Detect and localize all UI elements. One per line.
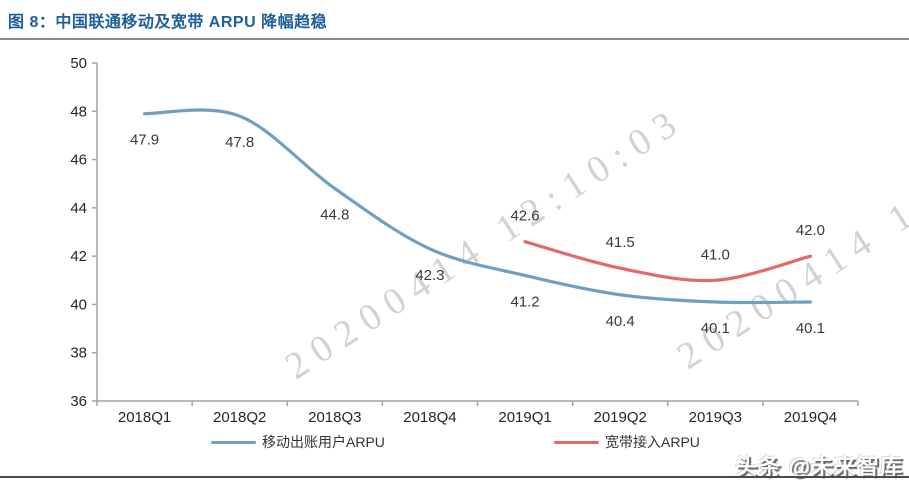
data-label: 42.3 <box>415 267 444 284</box>
title-divider <box>0 38 909 40</box>
data-label: 42.6 <box>510 208 539 225</box>
x-axis-label: 2019Q2 <box>593 409 646 426</box>
legend-label-broadband: 宽带接入ARPU <box>605 434 700 450</box>
toutiao-logo-watermark: 头条 @未来智库 <box>735 454 903 479</box>
data-label: 44.8 <box>320 207 349 224</box>
data-label: 41.2 <box>510 293 539 310</box>
x-axis-label: 2018Q1 <box>118 409 171 426</box>
y-axis-tick-label: 50 <box>70 55 87 72</box>
x-axis-label: 2018Q2 <box>213 409 266 426</box>
x-axis-label: 2019Q3 <box>689 409 742 426</box>
data-label: 41.5 <box>606 234 635 251</box>
y-axis-tick-label: 44 <box>70 200 87 217</box>
y-axis-tick-label: 48 <box>70 103 87 120</box>
y-axis-tick-label: 46 <box>70 152 87 169</box>
legend-item-broadband-arpu: 宽带接入ARPU <box>554 433 700 451</box>
x-axis-label: 2019Q4 <box>784 409 837 426</box>
chart-legend: 移动出账用户ARPU 宽带接入ARPU <box>0 433 909 451</box>
y-axis-tick-label: 40 <box>70 296 87 313</box>
series-line-0 <box>142 108 813 305</box>
y-axis-tick-label: 38 <box>70 345 87 362</box>
data-label: 40.4 <box>606 313 635 330</box>
series-line-1 <box>523 240 813 283</box>
data-label: 41.0 <box>701 246 730 263</box>
x-axis-label: 2019Q1 <box>498 409 551 426</box>
x-axis-label: 2018Q4 <box>403 409 456 426</box>
legend-swatch-mobile <box>211 440 256 444</box>
data-label: 40.1 <box>701 320 730 337</box>
x-axis-label: 2018Q3 <box>308 409 361 426</box>
data-label: 47.8 <box>225 134 254 151</box>
data-label: 42.0 <box>796 222 825 239</box>
y-axis-tick-label: 36 <box>70 393 87 410</box>
figure-title: 图 8：中国联通移动及宽带 ARPU 降幅趋稳 <box>8 14 328 31</box>
bottom-divider <box>0 476 909 478</box>
data-label: 40.1 <box>796 320 825 337</box>
legend-label-mobile: 移动出账用户ARPU <box>262 434 385 450</box>
y-axis-tick-label: 42 <box>70 248 87 265</box>
legend-swatch-broadband <box>554 440 599 444</box>
legend-item-mobile-arpu: 移动出账用户ARPU <box>211 433 385 451</box>
data-label: 47.9 <box>130 132 159 149</box>
